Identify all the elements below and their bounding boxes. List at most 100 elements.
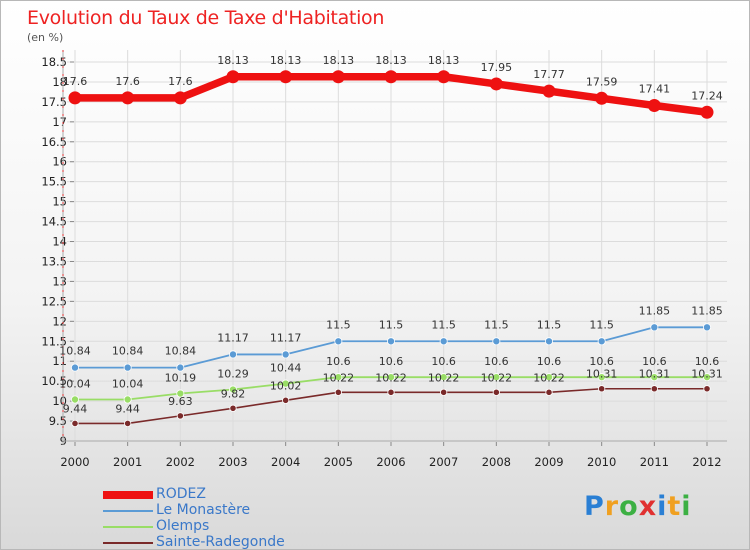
x-tick-label: 2008 (482, 455, 511, 469)
data-label: 10.22 (481, 371, 513, 384)
legend-label: Olemps (156, 518, 210, 534)
data-point (386, 373, 395, 382)
y-tick-label: 13.5 (41, 254, 67, 268)
data-point (68, 91, 82, 105)
data-label: 17.24 (691, 89, 723, 102)
legend-label: Le Monastère (156, 502, 251, 518)
data-point (545, 373, 554, 382)
data-point (703, 385, 711, 393)
data-label: 10.6 (589, 355, 614, 368)
data-label: 10.31 (586, 368, 618, 381)
y-tick-label: 16 (52, 155, 67, 169)
y-tick-label: 16.5 (41, 135, 67, 149)
legend-label: RODEZ (156, 486, 206, 502)
data-label: 10.6 (431, 355, 456, 368)
data-label: 10.6 (695, 355, 720, 368)
data-label: 11.17 (217, 331, 249, 344)
data-point (226, 70, 240, 84)
y-tick-label: 11.5 (41, 334, 67, 348)
data-label: 10.29 (217, 368, 249, 381)
data-point (279, 70, 293, 84)
data-point (492, 337, 501, 346)
data-label: 17.6 (115, 75, 140, 88)
data-label: 10.6 (326, 355, 351, 368)
logo-letter: x (638, 491, 658, 522)
data-point (176, 412, 184, 420)
data-point (386, 337, 395, 346)
data-label: 10.19 (165, 372, 197, 385)
x-tick-label: 2005 (324, 455, 353, 469)
data-point (176, 389, 185, 398)
proxiti-logo: Proxiti (584, 491, 692, 522)
data-point (334, 337, 343, 346)
data-label: 11.5 (431, 318, 456, 331)
data-label: 17.41 (639, 82, 671, 95)
data-label: 9.82 (221, 387, 246, 400)
data-point (229, 404, 237, 412)
data-point (700, 105, 714, 119)
data-label: 17.59 (586, 75, 618, 88)
data-point (650, 385, 658, 393)
data-label: 10.04 (59, 378, 91, 391)
data-label: 10.44 (270, 362, 302, 375)
data-label: 11.5 (326, 318, 351, 331)
data-point (124, 419, 132, 428)
y-tick-label: 14.5 (41, 215, 67, 229)
data-label: 10.6 (642, 355, 667, 368)
y-tick-label: 14 (52, 235, 67, 249)
data-point (282, 396, 290, 404)
data-label: 9.44 (63, 402, 88, 415)
data-label: 10.22 (375, 371, 407, 384)
data-point (492, 388, 500, 396)
x-tick-label: 2012 (692, 455, 721, 469)
data-label: 10.6 (379, 355, 404, 368)
x-tick-label: 2011 (640, 455, 669, 469)
data-point (489, 77, 503, 91)
logo-letter: i (681, 491, 692, 522)
data-point (334, 373, 343, 382)
data-label: 17.6 (168, 75, 193, 88)
data-point (437, 70, 451, 84)
data-point (440, 388, 448, 396)
data-point (71, 395, 80, 404)
data-label: 11.85 (639, 304, 671, 317)
data-point (281, 379, 290, 388)
legend-swatch (103, 510, 153, 512)
data-point (121, 91, 135, 105)
data-point (228, 385, 237, 394)
data-label: 9.44 (115, 402, 140, 415)
y-tick-label: 15 (52, 195, 67, 209)
logo-letter: o (619, 491, 639, 522)
data-point (595, 91, 609, 105)
y-tick-label: 17.5 (41, 95, 67, 109)
data-label: 18.13 (428, 54, 460, 67)
data-point (123, 395, 132, 404)
data-point (228, 350, 237, 359)
data-point (598, 385, 606, 393)
x-tick-label: 2001 (113, 455, 142, 469)
data-label: 10.04 (112, 378, 144, 391)
data-label: 10.84 (59, 345, 91, 358)
data-point (387, 388, 395, 396)
x-tick-label: 2010 (587, 455, 616, 469)
data-point (545, 337, 554, 346)
data-label: 18.13 (217, 54, 249, 67)
legend-swatch (103, 542, 153, 544)
data-label: 10.84 (165, 345, 197, 358)
data-point (281, 350, 290, 359)
data-point (650, 323, 659, 332)
data-label: 18.13 (375, 54, 407, 67)
chart-unit: (en %) (27, 31, 64, 44)
legend-swatch (103, 491, 153, 499)
legend-swatch (103, 526, 153, 528)
logo-letter: t (667, 491, 682, 522)
data-point (71, 363, 80, 372)
x-tick-label: 2003 (218, 455, 247, 469)
data-point (384, 70, 398, 84)
logo-letter: P (584, 491, 605, 522)
y-tick-label: 17 (52, 115, 67, 129)
data-point (176, 363, 185, 372)
x-tick-label: 2007 (429, 455, 458, 469)
